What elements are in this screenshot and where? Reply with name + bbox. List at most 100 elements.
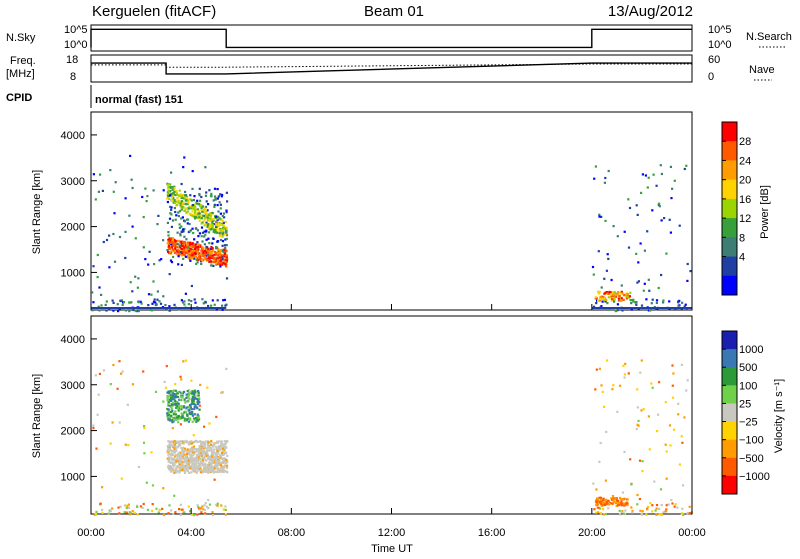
velocity-cell xyxy=(220,391,223,394)
velocity-cell xyxy=(203,508,206,512)
velocity-cell xyxy=(193,413,196,416)
power-cell xyxy=(183,209,186,212)
power-cell xyxy=(183,253,186,256)
velocity-cell xyxy=(192,451,195,454)
velocity-cell xyxy=(203,454,206,457)
velocity-cell xyxy=(166,449,169,452)
velocity-cell xyxy=(190,408,194,411)
velocity-cell xyxy=(137,465,140,469)
power-cell xyxy=(178,195,181,198)
velocity-cell xyxy=(175,406,178,409)
power-cell xyxy=(604,291,607,294)
power-cell xyxy=(196,199,199,202)
power-cell xyxy=(625,295,628,298)
velocity-cell xyxy=(641,510,644,513)
power-cell xyxy=(218,217,221,220)
power-cell xyxy=(159,302,163,305)
velocity-cell xyxy=(184,456,187,459)
power-cell xyxy=(147,304,150,307)
power-cell xyxy=(222,231,225,234)
power-cell xyxy=(124,230,127,233)
power-cell xyxy=(199,258,202,261)
power-cell xyxy=(180,225,183,228)
velocity-cell xyxy=(220,444,223,447)
power-cell xyxy=(189,243,192,246)
velocity-cell xyxy=(118,512,121,515)
x-tick-label: 08:00 xyxy=(278,527,306,539)
velocity-cell xyxy=(190,447,193,450)
velocity-cell xyxy=(197,449,200,452)
power-cell xyxy=(131,225,134,228)
velocity-cell xyxy=(195,471,198,474)
power-cell xyxy=(179,193,182,196)
power-cell xyxy=(182,202,185,205)
velocity-cell xyxy=(218,463,221,466)
velocity-cell xyxy=(191,399,194,402)
power-cell xyxy=(176,203,179,206)
velocity-cell xyxy=(612,384,615,387)
power-cell xyxy=(224,238,227,241)
velocity-cell xyxy=(623,504,626,507)
power-cell xyxy=(604,219,607,222)
velocity-cell xyxy=(623,450,626,453)
velocity-cell xyxy=(170,456,173,459)
power-cell xyxy=(613,300,616,303)
velocity-cell xyxy=(192,445,196,448)
power-cell xyxy=(618,299,621,302)
velocity-cell xyxy=(206,454,209,457)
velocity-cell xyxy=(188,393,191,396)
velocity-cell xyxy=(181,464,184,467)
velocity-cell xyxy=(172,512,175,516)
velocity-cell xyxy=(195,420,198,423)
velocity-cell xyxy=(636,423,639,426)
power-cell xyxy=(636,213,639,216)
velocity-cell xyxy=(186,452,189,455)
velocity-cell xyxy=(92,424,95,427)
velocity-cell xyxy=(594,500,597,503)
power-cell xyxy=(221,304,224,307)
velocity-cell xyxy=(175,418,178,421)
velocity-cell xyxy=(225,466,229,469)
power-colorbar-swatch xyxy=(722,198,737,219)
velocity-cell xyxy=(220,457,223,460)
velocity-cell xyxy=(189,406,192,409)
velocity-cell xyxy=(647,415,650,418)
velocity-cell xyxy=(189,404,192,407)
power-cell xyxy=(169,192,173,196)
velocity-cell xyxy=(192,465,196,468)
power-cell xyxy=(174,240,177,243)
velocity-cell xyxy=(171,403,174,406)
velocity-cell xyxy=(208,458,211,462)
power-cell xyxy=(607,296,610,299)
power-colorbar-swatch xyxy=(722,122,737,142)
velocity-cell xyxy=(173,396,177,399)
velocity-cell xyxy=(193,467,196,470)
power-cell xyxy=(204,257,207,260)
velocity-cell xyxy=(187,405,190,408)
power-cell xyxy=(134,275,137,278)
power-cell xyxy=(166,200,169,204)
velocity-cell xyxy=(188,408,191,411)
power-cell xyxy=(218,254,222,258)
velocity-cell xyxy=(657,413,660,416)
power-cell xyxy=(187,201,190,204)
velocity-cell xyxy=(181,462,184,465)
velocity-cell xyxy=(640,409,643,412)
power-cell xyxy=(171,194,174,197)
power-cell xyxy=(211,221,214,224)
power-cell xyxy=(199,245,202,248)
velocity-cell xyxy=(208,462,211,465)
nsky-series-line xyxy=(90,28,692,49)
velocity-cell xyxy=(102,369,106,372)
velocity-cell xyxy=(623,376,626,379)
velocity-cell xyxy=(191,467,194,471)
power-cell xyxy=(191,170,194,173)
velocity-cell xyxy=(602,513,605,516)
power-cell xyxy=(219,259,222,262)
velocity-cell xyxy=(187,417,190,420)
power-cell xyxy=(171,186,174,189)
velocity-cell xyxy=(125,506,128,510)
velocity-cell xyxy=(177,421,180,424)
power-cell xyxy=(192,245,195,248)
